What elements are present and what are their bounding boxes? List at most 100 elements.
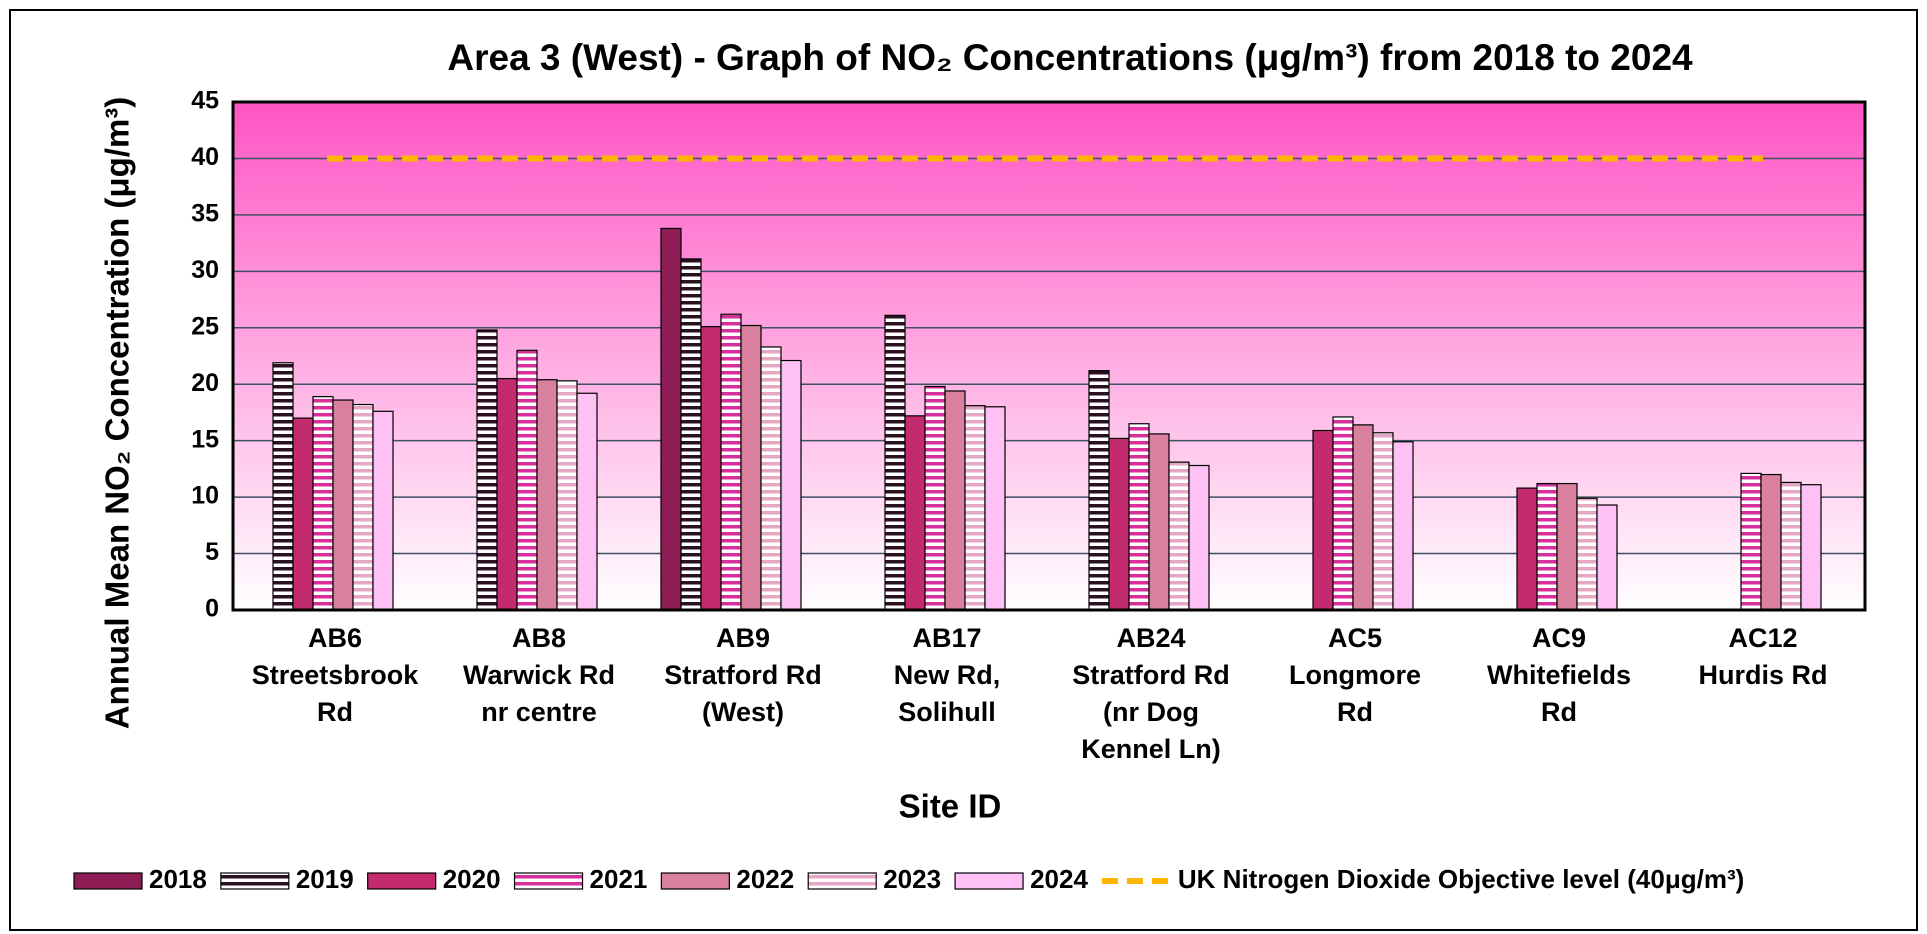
y-tick-label: 40	[191, 143, 219, 171]
bar	[1372, 432, 1394, 611]
legend-swatch	[220, 872, 290, 890]
bar	[1760, 473, 1782, 611]
y-tick-label: 45	[191, 87, 219, 115]
x-tick-label: Solihull	[898, 697, 996, 727]
bar	[1168, 461, 1190, 611]
x-tick-label: Longmore	[1289, 660, 1421, 690]
x-tick-label: AC5	[1328, 623, 1382, 653]
bar	[496, 377, 518, 611]
x-tick-label: Rd	[1541, 697, 1577, 727]
legend-swatch	[807, 872, 877, 890]
bar	[476, 329, 498, 611]
bar	[680, 258, 702, 611]
x-tick-label: Stratford Rd	[664, 660, 822, 690]
bar	[1128, 423, 1150, 611]
bar	[720, 313, 742, 611]
x-axis-label: Site ID	[899, 788, 1002, 825]
x-tick-label: Rd	[317, 697, 353, 727]
chart-title: Area 3 (West) - Graph of NO₂ Concentrati…	[447, 37, 1693, 78]
legend-swatch	[954, 872, 1024, 890]
bar	[516, 349, 538, 611]
bar	[700, 326, 722, 611]
x-tick-label: Hurdis Rd	[1698, 660, 1827, 690]
x-tick-label: Kennel Ln)	[1081, 734, 1221, 764]
bar	[1352, 424, 1374, 611]
bar	[904, 415, 926, 611]
bar	[984, 406, 1006, 611]
x-tick-label: Whitefields	[1487, 660, 1631, 690]
bar	[1088, 370, 1110, 611]
bar	[1780, 481, 1802, 611]
bar	[352, 403, 374, 611]
legend-label: UK Nitrogen Dioxide Objective level (40μ…	[1178, 864, 1744, 894]
y-tick-label: 15	[191, 425, 219, 453]
bar	[1148, 433, 1170, 611]
x-tick-label: AC12	[1728, 623, 1797, 653]
bar	[292, 417, 314, 611]
bar	[536, 379, 558, 611]
bar	[660, 227, 682, 611]
x-tick-label: Rd	[1337, 697, 1373, 727]
bar	[924, 385, 946, 611]
x-tick-label: nr centre	[481, 697, 597, 727]
bar	[312, 396, 334, 611]
legend-label: 2021	[590, 864, 648, 894]
legend-label: 2020	[443, 864, 501, 894]
legend-swatch	[513, 872, 584, 890]
bar	[1516, 487, 1538, 611]
x-tick-label: AB17	[912, 623, 981, 653]
bar	[780, 359, 802, 611]
x-tick-label: Stratford Rd	[1072, 660, 1230, 690]
bar	[272, 362, 294, 611]
x-tick-label: (nr Dog	[1103, 697, 1199, 727]
bar	[1332, 416, 1354, 611]
legend-label: 2024	[1030, 864, 1088, 894]
x-tick-label: AB24	[1116, 623, 1185, 653]
x-tick-label: AB6	[308, 623, 362, 653]
y-tick-label: 5	[205, 538, 219, 566]
y-axis-label: Annual Mean NO₂ Concentration (μg/m³)	[99, 97, 136, 730]
bar	[332, 399, 354, 611]
bar	[1800, 484, 1822, 611]
x-tick-label: AB8	[512, 623, 566, 653]
plot-frame	[231, 100, 1867, 612]
legend-swatch	[660, 872, 730, 890]
legend-label: 2018	[149, 864, 207, 894]
y-tick-label: 25	[191, 312, 219, 340]
y-tick-label: 30	[191, 256, 219, 284]
bar	[944, 390, 966, 611]
bar	[1596, 504, 1618, 611]
legend-swatch	[367, 872, 437, 890]
x-tick-label: AC9	[1532, 623, 1586, 653]
x-tick-label: Warwick Rd	[463, 660, 615, 690]
bar	[1392, 441, 1414, 611]
y-tick-label: 20	[191, 369, 219, 397]
x-tick-label: AB9	[716, 623, 770, 653]
bar	[1536, 482, 1558, 611]
bar	[760, 346, 782, 611]
bar	[1188, 464, 1210, 611]
y-tick-label: 0	[205, 595, 219, 623]
bar	[1108, 437, 1130, 611]
bar	[1312, 429, 1334, 611]
frame	[9, 9, 1918, 931]
bar	[1576, 497, 1598, 611]
x-tick-label: New Rd,	[894, 660, 1001, 690]
bar	[1556, 482, 1578, 611]
bar	[1740, 472, 1762, 611]
legend-swatch	[73, 872, 143, 890]
bar	[884, 314, 906, 611]
y-tick-label: 35	[191, 199, 219, 227]
legend-label: 2023	[883, 864, 941, 894]
x-tick-label: (West)	[702, 697, 784, 727]
y-tick-label: 10	[191, 482, 219, 510]
bar	[556, 380, 578, 611]
bar	[576, 392, 598, 611]
legend-label: 2022	[736, 864, 794, 894]
legend-label: 2019	[296, 864, 354, 894]
x-tick-label: Streetsbrook	[252, 660, 420, 690]
bar	[740, 324, 762, 611]
bar	[964, 405, 986, 611]
bar	[372, 410, 394, 611]
